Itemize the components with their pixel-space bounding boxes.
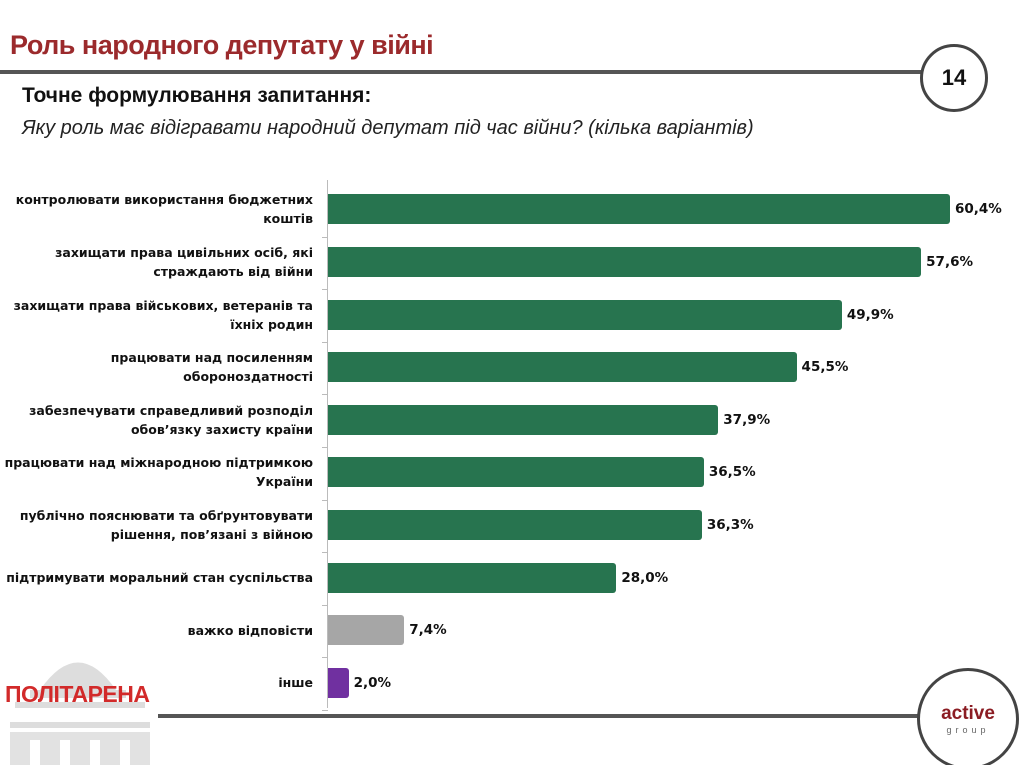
axis-tick bbox=[322, 447, 328, 448]
data-label: 36,5% bbox=[708, 464, 756, 481]
category-label: публічно пояснювати та обґрунтовувати рі… bbox=[19, 507, 313, 542]
question-text: Яку роль має відігравати народний депута… bbox=[22, 117, 754, 139]
bar bbox=[328, 509, 702, 540]
data-label: 49,9% bbox=[846, 306, 894, 323]
axis-tick bbox=[322, 289, 328, 291]
bar bbox=[328, 457, 704, 488]
bar bbox=[328, 667, 349, 698]
category-label: контролювати використання бюджетних кошт… bbox=[15, 192, 313, 227]
axis-tick bbox=[322, 341, 328, 343]
bar bbox=[328, 615, 405, 646]
active-logo-text: active bbox=[941, 703, 995, 724]
category-label: захищати права цивільних осіб, які страж… bbox=[55, 244, 313, 279]
data-label: 36,3% bbox=[706, 516, 754, 533]
bar bbox=[328, 562, 617, 593]
bar bbox=[328, 352, 797, 383]
axis-tick bbox=[322, 657, 328, 659]
category-label: інше bbox=[278, 675, 313, 691]
header-divider bbox=[0, 70, 930, 74]
bar bbox=[328, 404, 719, 435]
slide-title: Роль народного депутату у війні bbox=[10, 30, 434, 60]
category-label: працювати над посиленням обороноздатност… bbox=[110, 350, 313, 385]
category-axis bbox=[327, 180, 328, 708]
category-label: забезпечувати справедливий розподіл обов… bbox=[29, 402, 313, 437]
category-label: підтримувати моральний стан суспільства bbox=[6, 570, 313, 585]
axis-tick bbox=[322, 236, 328, 238]
data-label: 60,4% bbox=[955, 201, 1002, 218]
axis-tick bbox=[322, 394, 328, 396]
active-group-logo: active group bbox=[917, 668, 1019, 765]
question-heading: Точне формулювання запитання: bbox=[22, 84, 372, 107]
data-label: 45,5% bbox=[801, 359, 849, 376]
axis-tick bbox=[322, 499, 328, 501]
category-label: захищати права військових, ветеранів та … bbox=[13, 297, 313, 332]
axis-tick bbox=[322, 604, 328, 606]
bar bbox=[328, 246, 922, 277]
bar bbox=[328, 299, 842, 330]
page-number: 14 bbox=[920, 44, 988, 112]
axis-tick bbox=[322, 710, 328, 711]
data-label: 37,9% bbox=[723, 411, 771, 428]
data-label: 7,4% bbox=[409, 622, 447, 639]
group-logo-text: group bbox=[946, 725, 990, 735]
politarena-building-logo bbox=[10, 662, 150, 765]
data-label: 57,6% bbox=[926, 253, 973, 270]
bar bbox=[328, 194, 950, 225]
category-label: важко відповісти bbox=[187, 622, 313, 638]
footer-divider bbox=[158, 714, 928, 718]
data-label: 28,0% bbox=[621, 569, 669, 586]
data-label: 2,0% bbox=[353, 674, 392, 691]
axis-tick bbox=[322, 552, 328, 554]
politarena-logo-text: ПОЛІТАРЕНА bbox=[5, 681, 150, 707]
category-label: працювати над міжнародною підтримкою Укр… bbox=[4, 455, 313, 490]
